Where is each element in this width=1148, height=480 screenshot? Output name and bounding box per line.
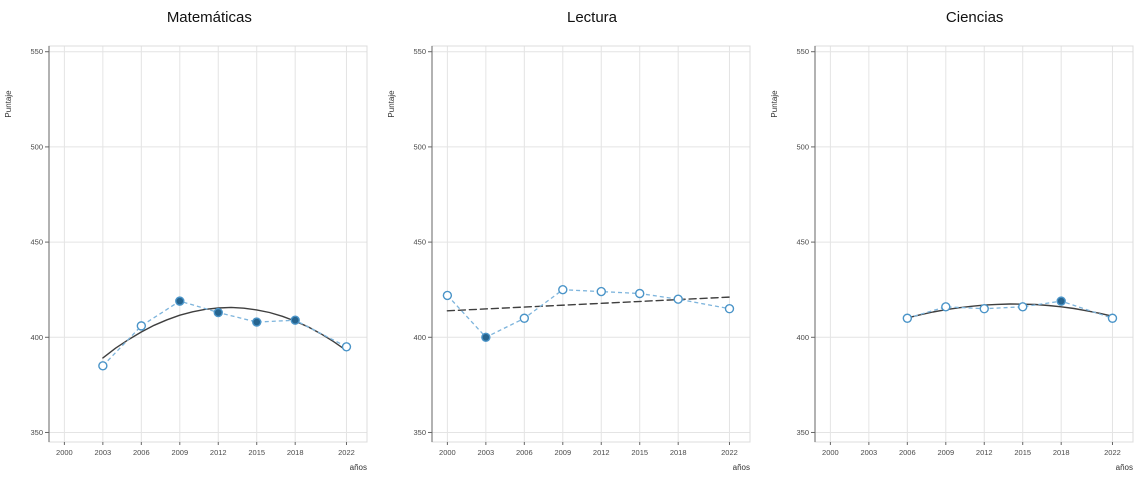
series-line [446, 289, 730, 338]
chart-title-lectura: Lectura [566, 9, 618, 26]
data-point [98, 361, 108, 371]
y-tick-label: 500 [31, 142, 44, 151]
data-point [481, 332, 491, 342]
y-tick-label: 500 [413, 142, 426, 151]
data-point [940, 302, 951, 312]
y-tick-label: 450 [796, 238, 809, 247]
data-point [558, 284, 568, 295]
y-tick-label: 550 [31, 47, 44, 56]
data-point [596, 286, 606, 297]
data-point [1017, 302, 1028, 312]
chart-panel-matematicas: Matemáticas 350 400 450 500 550 2000 2003 2006 2… [0, 6, 383, 480]
data-point [342, 342, 352, 352]
x-axis-label: años [733, 463, 750, 472]
x-tick-label: 2015 [631, 448, 648, 457]
chart-title-matematicas: Matemáticas [166, 9, 252, 26]
data-point [175, 296, 185, 306]
x-tick-label: 2022 [721, 448, 738, 457]
x-axis-label: años [350, 463, 367, 472]
chart-panel-lectura: Lectura 350 400 450 500 550 2000 2003 2006 2009 2… [383, 6, 766, 480]
data-point [979, 304, 989, 314]
x-tick-label: 2000 [822, 448, 839, 457]
y-tick-label: 350 [796, 428, 809, 437]
x-axis: 2000 2003 2006 2009 2012 2015 2018 2022 [56, 442, 355, 457]
x-tick-label: 2000 [56, 448, 73, 457]
axes [431, 45, 751, 443]
x-tick-label: 2009 [554, 448, 571, 457]
x-axis: 2000 2003 2006 2009 2012 2015 2018 2022 [822, 442, 1121, 457]
y-tick-label: 550 [413, 47, 426, 56]
gridlines [432, 46, 750, 442]
y-tick-label: 400 [413, 333, 426, 342]
x-tick-label: 2006 [133, 448, 150, 457]
x-tick-label: 2022 [1104, 448, 1121, 457]
data-point [724, 304, 735, 314]
y-tick-label: 400 [31, 333, 44, 342]
y-tick-label: 350 [31, 428, 44, 437]
x-tick-label: 2000 [439, 448, 456, 457]
markers [98, 296, 352, 371]
y-axis: 350 400 450 500 550 [796, 47, 815, 437]
y-tick-label: 450 [31, 238, 44, 247]
y-tick-label: 400 [796, 333, 809, 342]
data-point [1107, 313, 1117, 323]
x-axis: 2000 2003 2006 2009 2012 2015 2018 2022 [439, 442, 738, 457]
x-tick-label: 2012 [593, 448, 610, 457]
y-tick-label: 350 [413, 428, 426, 437]
y-axis-label: Puntaje [770, 90, 779, 118]
trend-line [906, 303, 1113, 319]
data-point [213, 307, 224, 318]
x-tick-label: 2022 [338, 448, 355, 457]
trend-line [102, 306, 348, 359]
chart-panel-ciencias: Ciencias 350 400 450 500 550 2000 2003 2006 2009… [765, 6, 1148, 480]
y-tick-label: 450 [413, 238, 426, 247]
markers [442, 284, 735, 342]
gridlines [49, 46, 368, 442]
data-point [136, 321, 147, 331]
x-tick-label: 2003 [860, 448, 877, 457]
data-point [1056, 296, 1066, 306]
y-tick-label: 550 [796, 47, 809, 56]
markers [902, 296, 1117, 323]
data-point [635, 288, 645, 299]
data-point [902, 313, 912, 323]
data-point [290, 315, 301, 325]
x-tick-label: 2009 [937, 448, 954, 457]
x-axis-label: años [1115, 463, 1132, 472]
x-tick-label: 2006 [899, 448, 916, 457]
axes [814, 45, 1134, 443]
x-tick-label: 2018 [1053, 448, 1070, 457]
chart-title-ciencias: Ciencias [945, 9, 1004, 26]
x-tick-label: 2006 [516, 448, 533, 457]
x-tick-label: 2012 [210, 448, 227, 457]
y-tick-label: 500 [796, 142, 809, 151]
x-tick-label: 2003 [478, 448, 495, 457]
y-axis-label: Puntaje [4, 90, 13, 118]
x-tick-label: 2018 [670, 448, 687, 457]
y-axis: 350 400 450 500 550 [31, 47, 50, 437]
axes [48, 45, 368, 443]
data-point [673, 294, 683, 304]
x-tick-label: 2015 [249, 448, 266, 457]
data-point [519, 313, 530, 323]
data-point [442, 290, 453, 301]
x-tick-label: 2003 [95, 448, 112, 457]
x-tick-label: 2015 [1014, 448, 1031, 457]
gridlines [814, 46, 1133, 442]
data-point [252, 317, 262, 327]
x-tick-label: 2018 [287, 448, 304, 457]
x-tick-label: 2012 [976, 448, 993, 457]
x-tick-label: 2009 [172, 448, 189, 457]
trend-line [446, 296, 731, 312]
y-axis: 350 400 450 500 550 [413, 47, 432, 437]
y-axis-label: Puntaje [387, 90, 396, 118]
